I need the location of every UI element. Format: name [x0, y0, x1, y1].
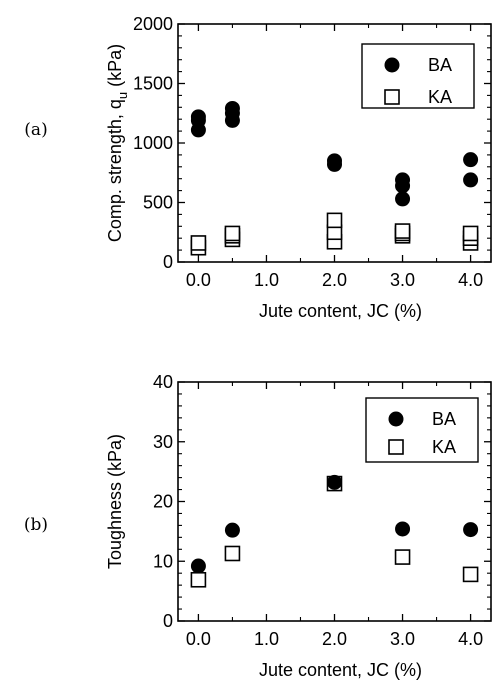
- chart-panel-a: 0.0 1.0 2.0 3.0 4.0 0 500 1000 1500 2000 Jute cont…: [24, 14, 492, 321]
- data-point-ka: [394, 549, 411, 565]
- x-tick-label: 1.0: [254, 629, 279, 649]
- chart-panel-b: 0.0 1.0 2.0 3.0 4.0 0 10 20 30 40 Jute content, JC…: [24, 372, 492, 680]
- legend-marker-ka: [388, 439, 404, 455]
- x-tick-label: 4.0: [458, 629, 483, 649]
- legend-label-ba: BA: [428, 55, 452, 75]
- data-point-ba: [327, 153, 342, 169]
- data-point-ka: [462, 225, 479, 242]
- data-point-ka: [224, 545, 241, 562]
- x-tick-label: 2.0: [322, 629, 347, 649]
- data-point-ba: [463, 522, 479, 538]
- y-tick-label: 0: [163, 611, 173, 631]
- data-point-ka: [224, 225, 241, 242]
- y-tick-label: 10: [153, 551, 173, 571]
- data-point-ba: [190, 109, 206, 125]
- y-tick-label: 1500: [133, 74, 173, 94]
- x-axis-label: Jute content, JC (%): [259, 660, 422, 680]
- legend-marker-ba: [384, 57, 400, 73]
- legend-label-ka: KA: [432, 437, 456, 457]
- x-tick-label: 1.0: [254, 270, 279, 290]
- y-axis-label: Comp. strength, qu (kPa): [105, 44, 130, 242]
- y-tick-label: 20: [153, 492, 173, 512]
- x-tick-label: 0.0: [186, 629, 211, 649]
- y-tick-label: 40: [153, 372, 173, 392]
- legend-box: [361, 43, 475, 109]
- x-tick-label: 4.0: [458, 270, 483, 290]
- data-point-ba: [395, 191, 411, 207]
- legend-box: [365, 397, 479, 463]
- data-point-ba: [190, 558, 206, 574]
- data-point-ka: [326, 212, 343, 229]
- data-point-ba: [395, 172, 411, 188]
- x-axis-label: Jute content, JC (%): [259, 301, 422, 321]
- data-point-ba: [395, 521, 411, 537]
- data-point-ba: [463, 152, 479, 168]
- x-tick-label: 3.0: [390, 270, 415, 290]
- data-point-ba: [224, 522, 240, 538]
- x-tick-label: 0.0: [186, 270, 211, 290]
- data-point-ba: [224, 100, 240, 116]
- x-tick-label: 2.0: [322, 270, 347, 290]
- y-tick-label: 1000: [133, 133, 173, 153]
- data-point-ba: [463, 172, 479, 188]
- panel-label: (b): [24, 515, 48, 535]
- x-tick-label: 3.0: [390, 629, 415, 649]
- data-point-ba: [327, 474, 342, 490]
- data-point-ka: [394, 223, 411, 239]
- legend-marker-ka: [384, 89, 400, 105]
- data-point-ka: [190, 571, 207, 588]
- y-axis-label: Toughness (kPa): [105, 434, 125, 569]
- y-tick-label: 30: [153, 432, 173, 452]
- data-point-ka: [190, 235, 207, 251]
- y-tick-label: 0: [163, 252, 173, 272]
- legend-marker-ba: [388, 411, 404, 427]
- legend-label-ba: BA: [432, 409, 456, 429]
- y-tick-label: 2000: [133, 14, 173, 34]
- y-tick-label: 500: [143, 193, 173, 213]
- panel-label: (a): [24, 120, 47, 140]
- data-point-ka: [462, 566, 479, 583]
- legend-label-ka: KA: [428, 87, 452, 107]
